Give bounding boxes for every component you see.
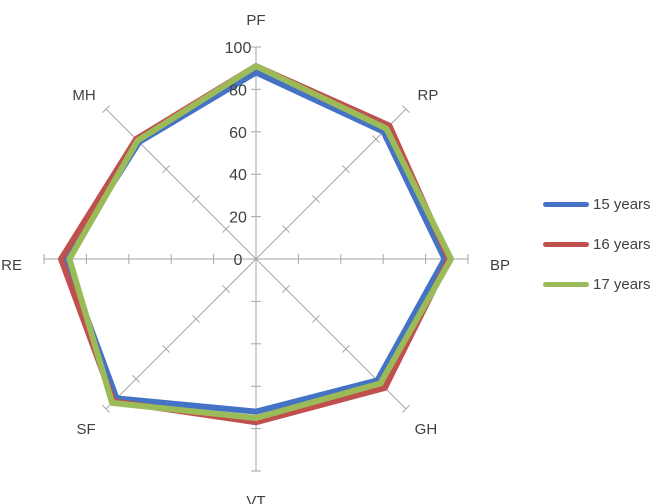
chart-legend: 15 years 16 years 17 years: [543, 184, 651, 304]
legend-label-16-years: 16 years: [593, 235, 651, 253]
axis-tick-mh: [162, 165, 170, 173]
radial-tick-label: 60: [229, 125, 247, 142]
legend-swatch-17-years: [543, 281, 589, 287]
radial-tick-label: 100: [225, 40, 252, 57]
axis-tick-gh: [282, 285, 290, 293]
axis-label-mh: MH: [72, 87, 95, 104]
legend-label-15-years: 15 years: [593, 195, 651, 213]
legend-item-17-years: 17 years: [543, 264, 651, 304]
axis-tick-gh: [312, 315, 320, 323]
axis-tick-sf: [102, 405, 110, 413]
axis-tick-sf: [192, 315, 200, 323]
series-line-17-years: [66, 63, 454, 421]
legend-item-16-years: 16 years: [543, 224, 651, 264]
legend-swatch-15-years: [543, 201, 589, 207]
axis-line-mh: [105, 108, 257, 260]
axis-tick-sf: [162, 345, 170, 353]
axis-label-gh: GH: [415, 421, 438, 438]
axis-tick-rp: [282, 225, 290, 233]
axis-tick-mh: [222, 225, 230, 233]
axis-tick-rp: [342, 165, 350, 173]
axis-label-vt: VT: [246, 493, 265, 504]
axis-tick-sf: [132, 375, 140, 383]
axis-tick-sf: [222, 285, 230, 293]
radial-tick-label: 20: [229, 210, 247, 227]
axis-tick-mh: [192, 195, 200, 203]
axis-tick-rp: [372, 135, 380, 143]
radial-tick-label: 0: [234, 252, 243, 269]
axis-label-pf: PF: [246, 12, 265, 29]
axis-tick-mh: [102, 105, 110, 113]
axis-line-rp: [255, 108, 407, 260]
axis-tick-rp: [312, 195, 320, 203]
axis-label-bp: BP: [490, 257, 510, 274]
axis-label-re: RE: [1, 257, 22, 274]
radial-tick-label: 40: [229, 167, 247, 184]
axis-label-rp: RP: [417, 87, 438, 104]
axis-tick-rp: [402, 105, 410, 113]
radar-series: [58, 63, 454, 426]
axis-tick-gh: [342, 345, 350, 353]
legend-item-15-years: 15 years: [543, 184, 651, 224]
legend-label-17-years: 17 years: [593, 275, 651, 293]
axis-line-sf: [105, 258, 257, 410]
legend-swatch-16-years: [543, 241, 589, 247]
axis-label-sf: SF: [77, 421, 96, 438]
radar-axes: [43, 46, 469, 472]
radar-labels: PF RP BP GH VT SF RE MH 0 20 40 60 80 100: [1, 12, 510, 504]
radial-tick-label: 80: [229, 82, 247, 99]
axis-tick-gh: [402, 405, 410, 413]
